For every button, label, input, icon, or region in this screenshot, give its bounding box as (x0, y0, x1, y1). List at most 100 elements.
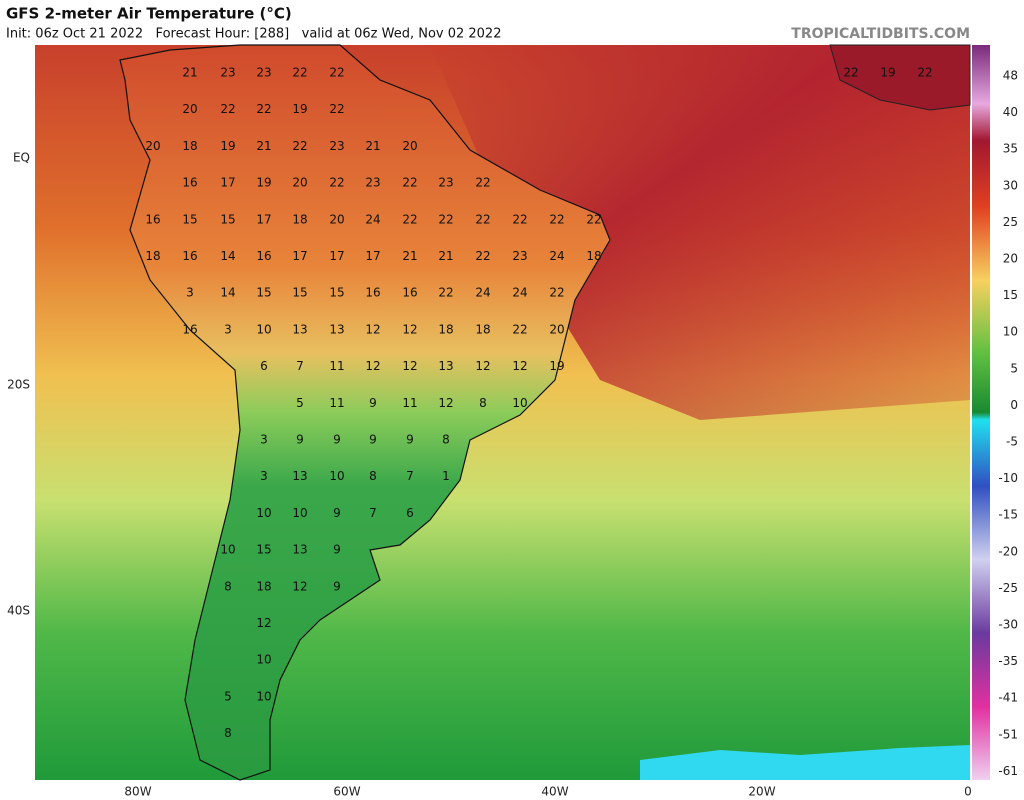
temperature-label: 12 (475, 359, 490, 373)
colorbar-label: 48 (1003, 69, 1018, 83)
temperature-label: 24 (512, 286, 527, 300)
temperature-label: 22 (475, 176, 490, 190)
temperature-label: 24 (475, 286, 490, 300)
temperature-label: 22 (329, 102, 344, 116)
temperature-label: 3 (186, 286, 194, 300)
temperature-label: 12 (512, 359, 527, 373)
temperature-label: 20 (145, 139, 160, 153)
temperature-label: 16 (182, 176, 197, 190)
temperature-label: 9 (369, 433, 377, 447)
temperature-label: 7 (369, 506, 377, 520)
temperature-label: 18 (292, 212, 307, 226)
colorbar-label: 40 (1003, 105, 1018, 119)
x-axis-label: 80W (124, 785, 151, 799)
temperature-label: 10 (292, 506, 307, 520)
subtitle: Init: 06z Oct 21 2022 Forecast Hour: [28… (6, 27, 501, 42)
temperature-label: 9 (333, 433, 341, 447)
temperature-label: 14 (220, 286, 235, 300)
temperature-label: 21 (438, 249, 453, 263)
temperature-label: 16 (145, 212, 160, 226)
temperature-label: 16 (182, 322, 197, 336)
temperature-label: 8 (442, 433, 450, 447)
x-axis-label: 20W (748, 785, 775, 799)
temperature-label: 23 (365, 176, 380, 190)
colorbar-label: -25 (998, 581, 1018, 595)
temperature-label: 17 (256, 212, 271, 226)
temperature-label: 12 (292, 579, 307, 593)
temperature-label: 9 (406, 433, 414, 447)
temperature-label: 22 (292, 139, 307, 153)
temperature-label: 12 (365, 359, 380, 373)
temperature-label: 21 (365, 139, 380, 153)
colorbar-label: -41 (998, 691, 1018, 705)
y-axis-label: 40S (7, 604, 30, 618)
temperature-label: 15 (329, 286, 344, 300)
temperature-label: 15 (292, 286, 307, 300)
temperature-label: 12 (402, 322, 417, 336)
site: TROPICALTIDBITS.COM (791, 26, 970, 42)
temperature-label: 10 (256, 653, 271, 667)
temperature-label: 24 (549, 249, 564, 263)
temperature-label: 23 (438, 176, 453, 190)
temperature-label: 8 (369, 469, 377, 483)
colorbar-label: -30 (998, 618, 1018, 632)
temperature-label: 22 (917, 66, 932, 80)
cold-ocean (640, 745, 970, 780)
temperature-label: 15 (256, 543, 271, 557)
temperature-label: 13 (329, 322, 344, 336)
temperature-label: 23 (220, 66, 235, 80)
colorbar-label: 15 (1003, 288, 1018, 302)
temperature-label: 13 (438, 359, 453, 373)
temperature-label: 23 (256, 66, 271, 80)
temperature-label: 18 (256, 579, 271, 593)
temperature-label: 20 (402, 139, 417, 153)
colorbar-label: 25 (1003, 215, 1018, 229)
temperature-label: 12 (438, 396, 453, 410)
temperature-label: 15 (220, 212, 235, 226)
temperature-label: 9 (369, 396, 377, 410)
temperature-label: 19 (880, 66, 895, 80)
temperature-label: 22 (512, 322, 527, 336)
temperature-label: 20 (182, 102, 197, 116)
labels: 21 23 23 22 22 20 22 22 19 22 20 18 19 21 22 23 21 20 16 17… (7, 66, 1018, 799)
temperature-label: 18 (475, 322, 490, 336)
temperature-label: 22 (438, 212, 453, 226)
temperature-label: 17 (220, 176, 235, 190)
temperature-label: 10 (256, 322, 271, 336)
temperature-label: 21 (402, 249, 417, 263)
temperature-label: 3 (260, 469, 268, 483)
temperature-label: 16 (182, 249, 197, 263)
colorbar-label: 30 (1003, 178, 1018, 192)
colorbar-label: -5 (1006, 435, 1018, 449)
temperature-label: 9 (333, 543, 341, 557)
colorbar-label: -61 (998, 764, 1018, 778)
colorbar-label: -51 (998, 727, 1018, 741)
south-america (119, 44, 611, 781)
temperature-label: 6 (260, 359, 268, 373)
y-axis-label: 20S (7, 378, 30, 392)
temperature-label: 17 (365, 249, 380, 263)
temperature-label: 23 (329, 139, 344, 153)
temperature-label: 10 (512, 396, 527, 410)
temperature-label: 21 (256, 139, 271, 153)
temperature-label: 22 (843, 66, 858, 80)
temperature-label: 22 (475, 212, 490, 226)
temperature-label: 10 (220, 543, 235, 557)
temperature-label: 23 (512, 249, 527, 263)
temperature-label: 7 (406, 469, 414, 483)
colorbar-label: 20 (1003, 252, 1018, 266)
temperature-label: 22 (329, 176, 344, 190)
x-axis-label: 40W (541, 785, 568, 799)
temperature-label: 13 (292, 543, 307, 557)
temperature-label: 9 (333, 506, 341, 520)
temperature-label: 15 (182, 212, 197, 226)
colorbar-label: -15 (998, 508, 1018, 522)
colorbar-label: 0 (1010, 398, 1018, 412)
temperature-label: 5 (224, 689, 232, 703)
colorbar-label: 5 (1010, 361, 1018, 375)
temperature-label: 19 (220, 139, 235, 153)
colorbar-label: 35 (1003, 142, 1018, 156)
temperature-label: 9 (333, 579, 341, 593)
temperature-label: 3 (260, 433, 268, 447)
temperature-label: 10 (329, 469, 344, 483)
